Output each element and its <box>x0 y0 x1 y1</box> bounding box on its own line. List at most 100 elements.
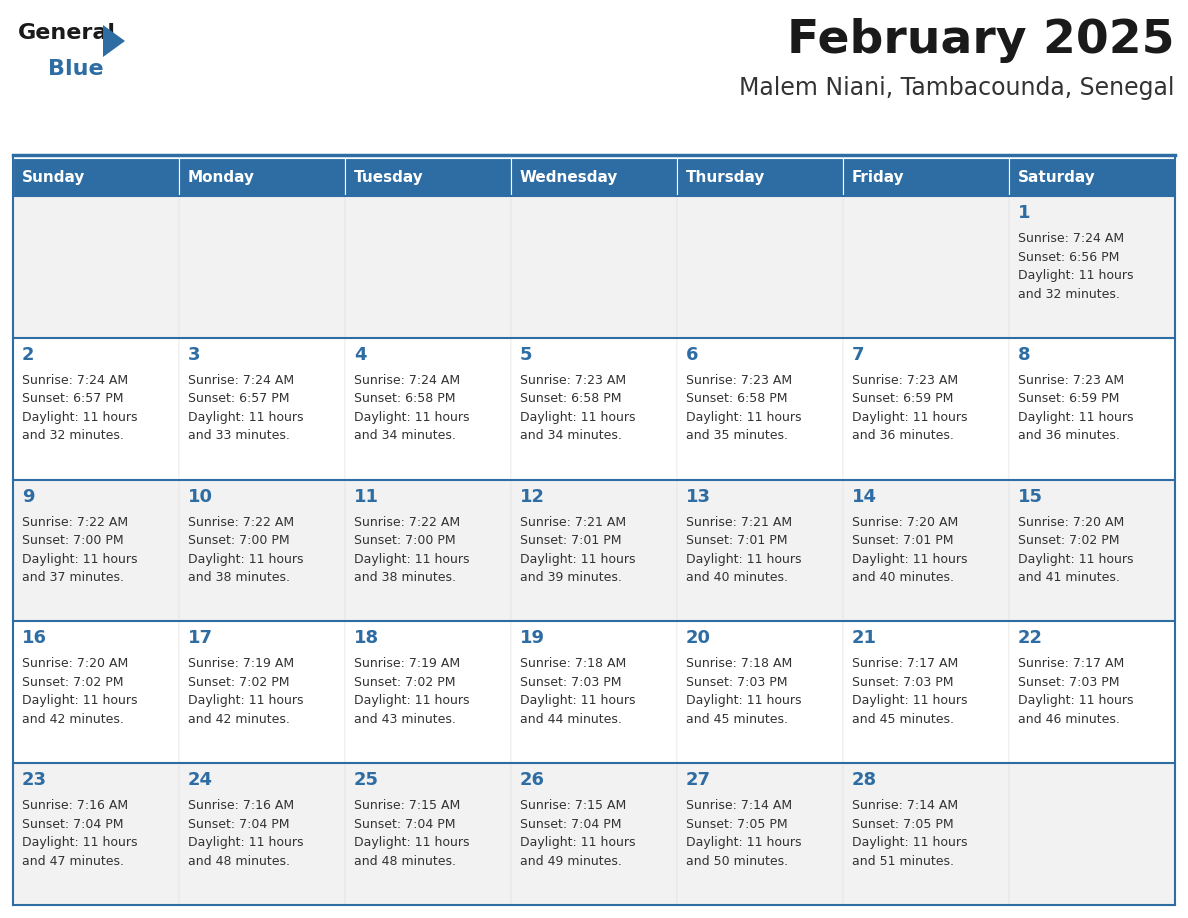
Text: and 44 minutes.: and 44 minutes. <box>520 713 621 726</box>
Bar <box>511 196 677 338</box>
Text: Sunset: 7:05 PM: Sunset: 7:05 PM <box>685 818 788 831</box>
Text: 24: 24 <box>188 771 213 789</box>
Text: and 42 minutes.: and 42 minutes. <box>188 713 290 726</box>
Text: Sunrise: 7:24 AM: Sunrise: 7:24 AM <box>188 374 295 386</box>
Text: 22: 22 <box>1018 630 1043 647</box>
Bar <box>843 479 1009 621</box>
Text: Thursday: Thursday <box>685 170 765 185</box>
Text: Sunset: 7:02 PM: Sunset: 7:02 PM <box>1018 534 1119 547</box>
Bar <box>511 338 677 479</box>
Text: 11: 11 <box>354 487 379 506</box>
Text: Daylight: 11 hours: Daylight: 11 hours <box>1018 269 1133 282</box>
Text: Daylight: 11 hours: Daylight: 11 hours <box>188 694 303 708</box>
Bar <box>345 621 511 763</box>
Text: Sunrise: 7:17 AM: Sunrise: 7:17 AM <box>852 657 959 670</box>
Polygon shape <box>103 25 125 57</box>
Text: Sunset: 7:00 PM: Sunset: 7:00 PM <box>354 534 456 547</box>
Bar <box>677 158 843 196</box>
Text: Sunset: 6:58 PM: Sunset: 6:58 PM <box>685 392 788 406</box>
Text: Daylight: 11 hours: Daylight: 11 hours <box>852 694 967 708</box>
Bar <box>1009 621 1175 763</box>
Text: 13: 13 <box>685 487 710 506</box>
Text: Sunset: 6:57 PM: Sunset: 6:57 PM <box>188 392 290 406</box>
Text: Sunset: 6:59 PM: Sunset: 6:59 PM <box>852 392 954 406</box>
Text: Daylight: 11 hours: Daylight: 11 hours <box>852 553 967 565</box>
Text: Sunrise: 7:15 AM: Sunrise: 7:15 AM <box>520 800 626 812</box>
Text: and 34 minutes.: and 34 minutes. <box>520 430 621 442</box>
Text: 28: 28 <box>852 771 877 789</box>
Text: Sunset: 7:04 PM: Sunset: 7:04 PM <box>354 818 455 831</box>
Text: Sunrise: 7:15 AM: Sunrise: 7:15 AM <box>354 800 460 812</box>
Text: 19: 19 <box>520 630 545 647</box>
Bar <box>345 479 511 621</box>
Text: General: General <box>18 23 116 43</box>
Text: Daylight: 11 hours: Daylight: 11 hours <box>685 410 802 424</box>
Text: and 33 minutes.: and 33 minutes. <box>188 430 290 442</box>
Text: Daylight: 11 hours: Daylight: 11 hours <box>1018 410 1133 424</box>
Text: Daylight: 11 hours: Daylight: 11 hours <box>354 836 469 849</box>
Text: and 48 minutes.: and 48 minutes. <box>188 855 290 868</box>
Text: Daylight: 11 hours: Daylight: 11 hours <box>354 410 469 424</box>
Text: Daylight: 11 hours: Daylight: 11 hours <box>23 553 138 565</box>
Text: 21: 21 <box>852 630 877 647</box>
Text: and 48 minutes.: and 48 minutes. <box>354 855 456 868</box>
Bar <box>511 158 677 196</box>
Text: 3: 3 <box>188 346 201 364</box>
Text: and 39 minutes.: and 39 minutes. <box>520 571 621 584</box>
Text: and 42 minutes.: and 42 minutes. <box>23 713 124 726</box>
Text: and 36 minutes.: and 36 minutes. <box>1018 430 1120 442</box>
Text: Sunset: 6:56 PM: Sunset: 6:56 PM <box>1018 251 1119 263</box>
Text: Sunset: 6:58 PM: Sunset: 6:58 PM <box>354 392 455 406</box>
Text: February 2025: February 2025 <box>788 18 1175 63</box>
Text: 26: 26 <box>520 771 545 789</box>
Text: Sunset: 7:05 PM: Sunset: 7:05 PM <box>852 818 954 831</box>
Text: and 40 minutes.: and 40 minutes. <box>685 571 788 584</box>
Text: Blue: Blue <box>48 59 103 79</box>
Bar <box>843 621 1009 763</box>
Bar <box>179 763 345 905</box>
Text: Sunrise: 7:14 AM: Sunrise: 7:14 AM <box>685 800 792 812</box>
Text: Saturday: Saturday <box>1018 170 1095 185</box>
Bar <box>13 621 179 763</box>
Text: Sunrise: 7:19 AM: Sunrise: 7:19 AM <box>188 657 295 670</box>
Text: 15: 15 <box>1018 487 1043 506</box>
Text: 17: 17 <box>188 630 213 647</box>
Text: and 32 minutes.: and 32 minutes. <box>23 430 124 442</box>
Text: Sunrise: 7:19 AM: Sunrise: 7:19 AM <box>354 657 460 670</box>
Text: Sunset: 7:03 PM: Sunset: 7:03 PM <box>685 676 788 688</box>
Text: Sunset: 7:00 PM: Sunset: 7:00 PM <box>188 534 290 547</box>
Text: 7: 7 <box>852 346 865 364</box>
Text: Daylight: 11 hours: Daylight: 11 hours <box>685 694 802 708</box>
Bar <box>13 763 179 905</box>
Text: Sunset: 7:02 PM: Sunset: 7:02 PM <box>23 676 124 688</box>
Text: and 41 minutes.: and 41 minutes. <box>1018 571 1120 584</box>
Bar <box>179 196 345 338</box>
Text: and 35 minutes.: and 35 minutes. <box>685 430 788 442</box>
Text: 14: 14 <box>852 487 877 506</box>
Bar <box>179 338 345 479</box>
Text: 25: 25 <box>354 771 379 789</box>
Bar <box>677 196 843 338</box>
Bar <box>677 479 843 621</box>
Text: 27: 27 <box>685 771 710 789</box>
Bar <box>13 158 179 196</box>
Text: 8: 8 <box>1018 346 1031 364</box>
Text: Daylight: 11 hours: Daylight: 11 hours <box>520 694 636 708</box>
Bar <box>843 763 1009 905</box>
Text: Daylight: 11 hours: Daylight: 11 hours <box>520 553 636 565</box>
Text: Sunset: 7:03 PM: Sunset: 7:03 PM <box>1018 676 1119 688</box>
Text: Sunset: 7:02 PM: Sunset: 7:02 PM <box>188 676 290 688</box>
Text: and 32 minutes.: and 32 minutes. <box>1018 287 1120 300</box>
Text: 18: 18 <box>354 630 379 647</box>
Text: Daylight: 11 hours: Daylight: 11 hours <box>188 836 303 849</box>
Text: and 51 minutes.: and 51 minutes. <box>852 855 954 868</box>
Bar <box>1009 479 1175 621</box>
Text: Sunrise: 7:22 AM: Sunrise: 7:22 AM <box>188 516 295 529</box>
Text: Monday: Monday <box>188 170 255 185</box>
Bar <box>511 479 677 621</box>
Text: Sunrise: 7:20 AM: Sunrise: 7:20 AM <box>1018 516 1124 529</box>
Bar <box>179 621 345 763</box>
Text: and 49 minutes.: and 49 minutes. <box>520 855 621 868</box>
Text: 16: 16 <box>23 630 48 647</box>
Text: Sunrise: 7:20 AM: Sunrise: 7:20 AM <box>852 516 959 529</box>
